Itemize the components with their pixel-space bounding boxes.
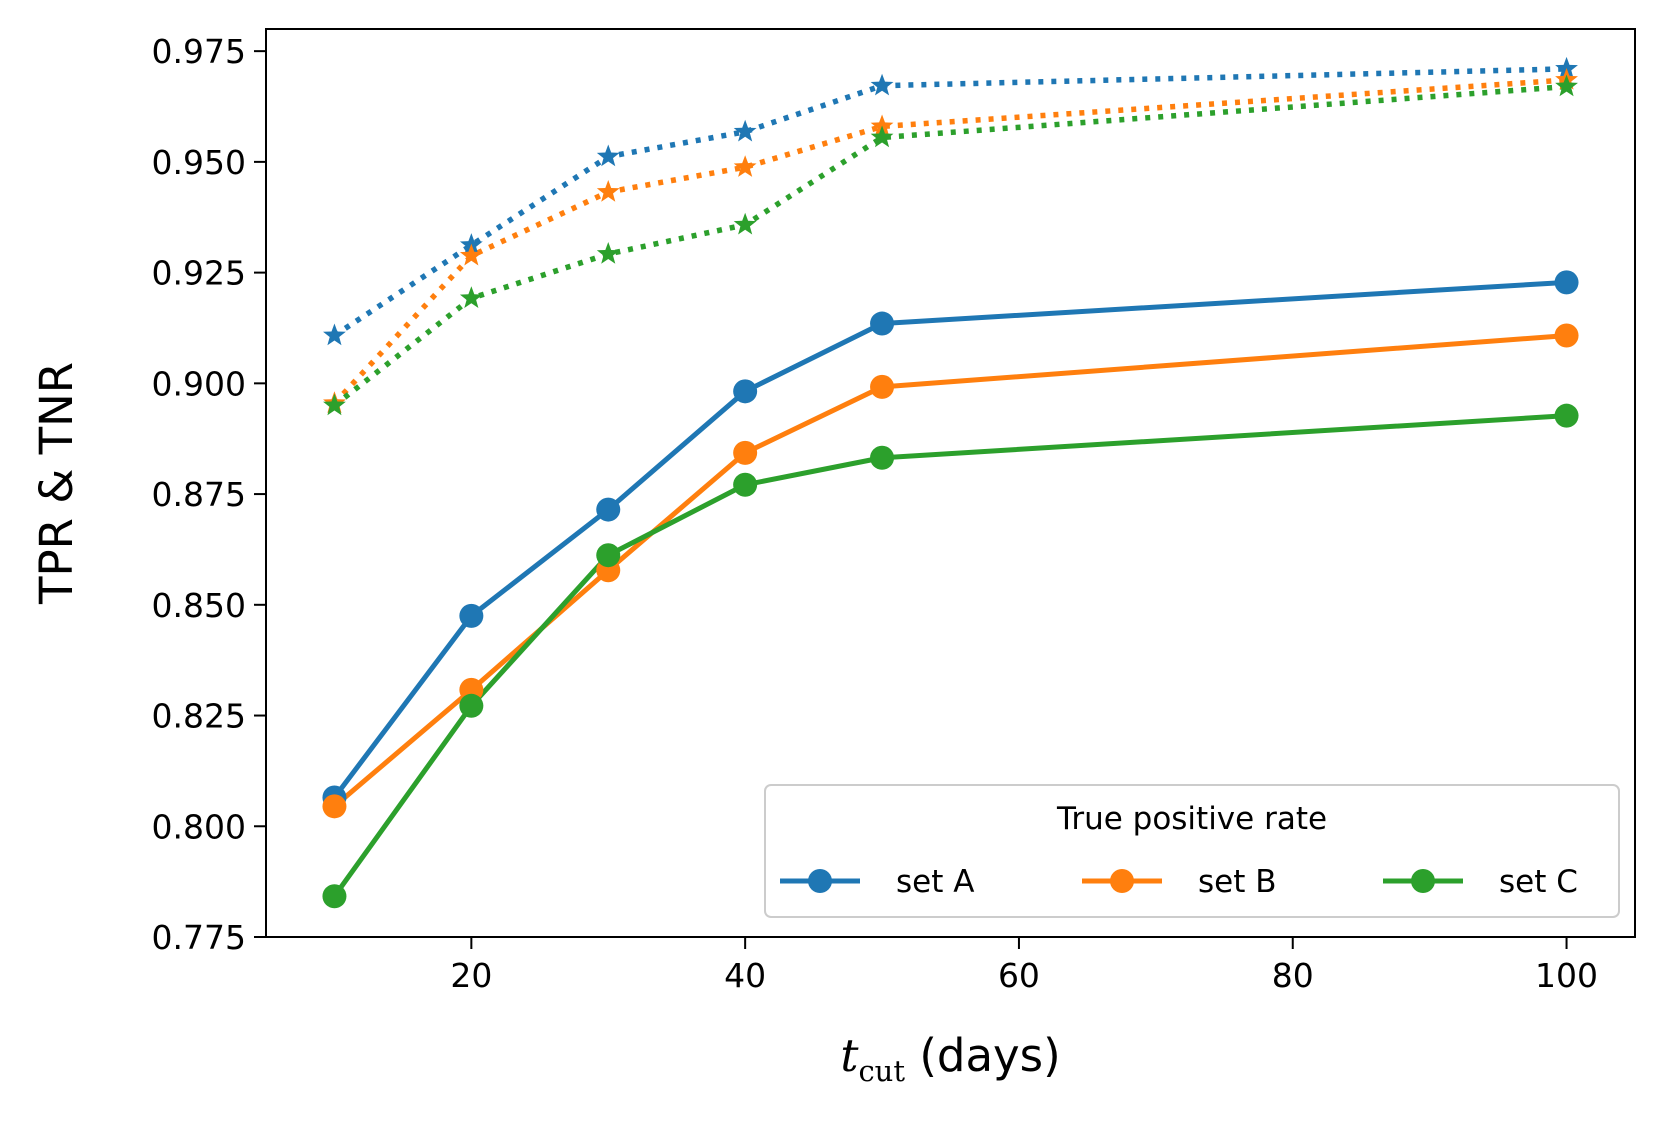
legend-label: set B xyxy=(1198,864,1277,900)
data-point-set-b-tnr xyxy=(870,114,894,137)
x-tick-label: 80 xyxy=(1272,956,1314,995)
legend-marker xyxy=(808,869,832,893)
y-tick-label: 0.800 xyxy=(152,807,246,846)
legend-marker xyxy=(1110,869,1134,893)
y-tick-label: 0.850 xyxy=(152,586,246,625)
y-tick-label: 0.775 xyxy=(152,918,246,957)
data-point-set-c-tpr xyxy=(733,472,758,497)
series-line-set-b-tpr xyxy=(330,332,1570,810)
data-point-set-c-tnr xyxy=(459,286,483,309)
plot-lines xyxy=(330,66,1570,900)
legend: True positive rate set A set B set C xyxy=(764,784,1620,918)
data-point-set-c-tpr xyxy=(596,543,621,568)
x-tick-label: 100 xyxy=(1535,956,1598,995)
series-line-set-c-tpr xyxy=(330,413,1570,900)
data-point-set-c-tpr xyxy=(322,884,347,909)
data-point-set-a-tpr xyxy=(1554,270,1579,295)
y-tick-label: 0.875 xyxy=(152,475,246,514)
data-point-set-b-tpr xyxy=(870,374,895,399)
data-point-set-c-tnr xyxy=(733,212,757,235)
data-point-set-b-tpr xyxy=(1554,323,1579,348)
data-point-set-b-tpr xyxy=(322,794,347,819)
y-tick-label: 0.825 xyxy=(152,697,246,736)
data-point-set-c-tnr xyxy=(323,393,346,416)
data-point-set-c-tnr xyxy=(1555,74,1578,97)
series-line-set-a-tpr xyxy=(330,279,1570,801)
series-line-set-c-tnr xyxy=(332,83,1567,408)
y-tick-label: 0.950 xyxy=(152,143,246,182)
data-point-set-a-tpr xyxy=(596,497,621,522)
x-tick-label: 60 xyxy=(998,956,1040,995)
data-point-set-c-tpr xyxy=(1554,403,1579,428)
legend-box xyxy=(764,784,1620,918)
x-axis: 20 40 60 80 100 xyxy=(450,937,1598,995)
x-axis-label-subscript: cut xyxy=(858,1054,905,1088)
x-tick-label: 40 xyxy=(724,956,766,995)
data-point-set-c-tpr xyxy=(459,693,484,718)
legend-label: set A xyxy=(896,864,974,900)
x-axis-label-suffix: (days) xyxy=(905,1029,1061,1082)
y-axis-label: TPR & TNR xyxy=(30,362,83,605)
y-tick-label: 0.925 xyxy=(152,254,246,293)
data-point-set-b-tnr xyxy=(596,180,620,202)
plot-markers xyxy=(322,56,1579,909)
data-point-set-c-tnr xyxy=(596,242,620,264)
legend-entries: set A set B set C xyxy=(780,864,1578,900)
data-point-set-c-tnr xyxy=(870,125,894,148)
data-point-set-a-tpr xyxy=(733,379,758,404)
data-point-set-c-tpr xyxy=(870,445,895,470)
x-axis-label-symbol: t xyxy=(840,1029,859,1082)
x-axis-label: tcut (days) xyxy=(840,1029,1060,1088)
data-point-set-a-tnr xyxy=(323,323,346,346)
legend-label: set C xyxy=(1499,864,1578,900)
y-tick-label: 0.900 xyxy=(152,364,246,403)
data-point-set-a-tnr xyxy=(1555,56,1578,79)
data-point-set-b-tnr xyxy=(459,243,483,266)
legend-title: True positive rate xyxy=(1056,801,1327,837)
data-point-set-a-tpr xyxy=(459,603,484,628)
legend-marker xyxy=(1411,869,1435,893)
plot-frame xyxy=(265,28,1636,938)
data-point-set-b-tnr xyxy=(733,155,757,177)
data-point-set-a-tnr xyxy=(596,144,620,167)
y-tick-label: 0.975 xyxy=(152,32,246,71)
data-point-set-a-tpr xyxy=(870,311,895,336)
data-point-set-a-tnr xyxy=(733,119,757,142)
data-point-set-a-tnr xyxy=(870,73,894,96)
x-tick-label: 20 xyxy=(450,956,492,995)
y-axis: 0.775 0.800 0.825 0.850 0.875 0.900 0.925 0.950… xyxy=(152,32,266,957)
data-point-set-b-tpr xyxy=(733,440,758,465)
